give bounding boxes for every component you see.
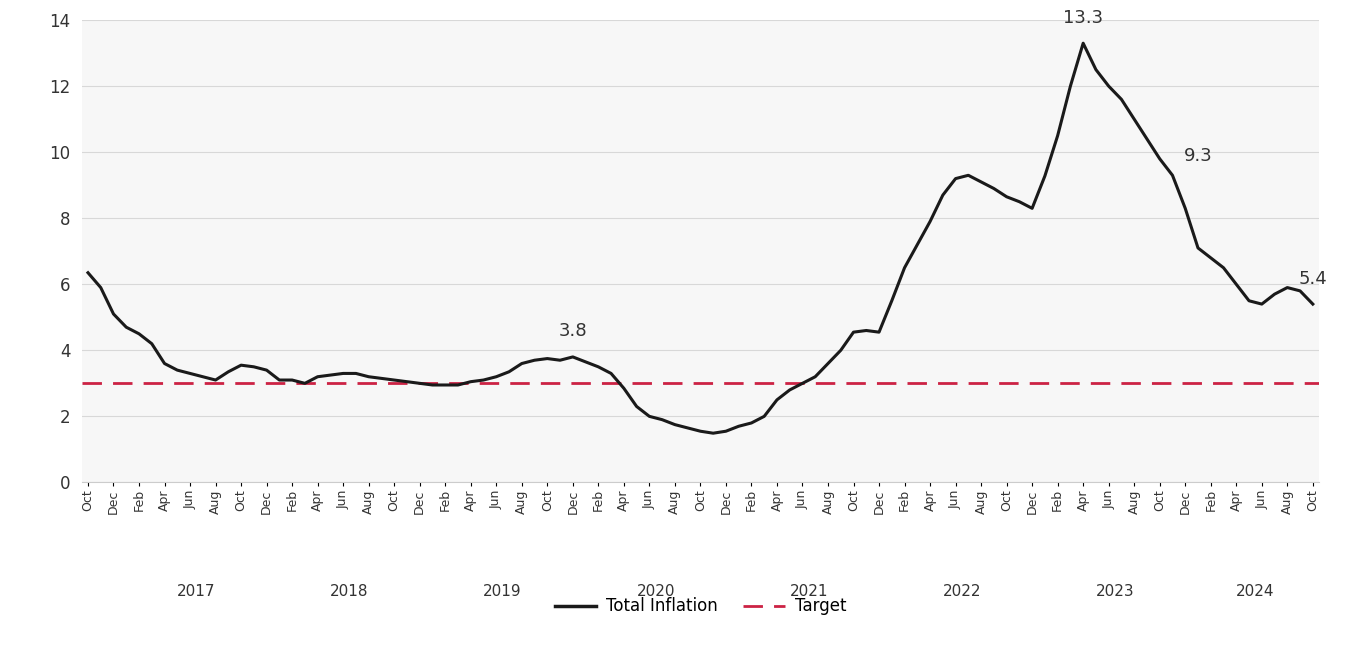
Text: 2019: 2019 bbox=[483, 584, 522, 599]
Text: 2020: 2020 bbox=[636, 584, 675, 599]
Text: 2018: 2018 bbox=[330, 584, 369, 599]
Text: 9.3: 9.3 bbox=[1183, 147, 1212, 165]
Text: 2017: 2017 bbox=[177, 584, 216, 599]
Text: 2022: 2022 bbox=[942, 584, 981, 599]
Text: 2023: 2023 bbox=[1096, 584, 1134, 599]
Text: 3.8: 3.8 bbox=[559, 322, 588, 340]
Text: 2024: 2024 bbox=[1236, 584, 1274, 599]
Text: 13.3: 13.3 bbox=[1064, 9, 1103, 27]
Text: 2021: 2021 bbox=[790, 584, 828, 599]
Legend: Total Inflation, Target: Total Inflation, Target bbox=[548, 591, 853, 622]
Text: 5.4: 5.4 bbox=[1299, 269, 1327, 287]
